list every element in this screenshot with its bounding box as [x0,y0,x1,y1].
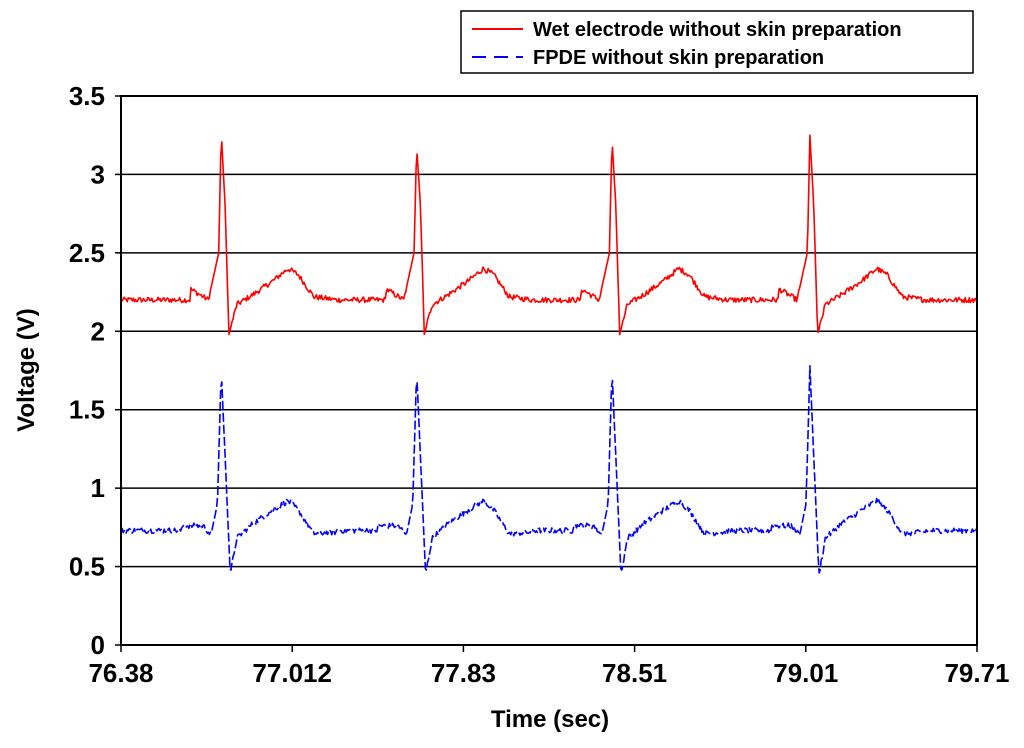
x-tick-label: 79.71 [944,658,1009,688]
legend-label-fpde: FPDE without skin preparation [533,47,824,69]
legend-label-wet-electrode: Wet electrode without skin preparation [533,19,902,41]
series-layer [120,134,978,574]
x-tick-label: 78.51 [602,658,667,688]
x-tick-labels: 76.38 77.012 77.83 78.51 79.01 79.71 [88,658,1009,688]
series-line-wet-electrode [120,134,978,336]
y-axis-title: Voltage (V) [13,308,40,432]
plot-area-frame [120,95,978,646]
x-tick-label: 76.38 [88,658,153,688]
y-tick-label: 1 [91,473,105,503]
x-tick-label: 77.83 [431,658,496,688]
x-axis-title: Time (sec) [491,706,609,733]
y-tick-label: 2.5 [69,238,105,268]
y-tick-label: 3 [91,159,105,189]
gridlines [121,173,977,568]
x-tick-label: 77.012 [252,658,332,688]
legend-box [460,10,974,74]
y-tick-label: 2 [91,316,105,346]
y-tick-label: 1.5 [69,395,105,425]
x-tick-label: 79.01 [773,658,838,688]
y-tick-labels: 0 0.5 1 1.5 2 2.5 3 3.5 [69,81,105,660]
series-line-fpde [120,365,978,574]
y-tick-label: 0.5 [69,552,105,582]
legend: Wet electrode without skin preparation F… [460,10,974,74]
y-tick-label: 3.5 [69,81,105,111]
tick-marks [115,95,978,652]
y-tick-label: 0 [91,630,105,660]
